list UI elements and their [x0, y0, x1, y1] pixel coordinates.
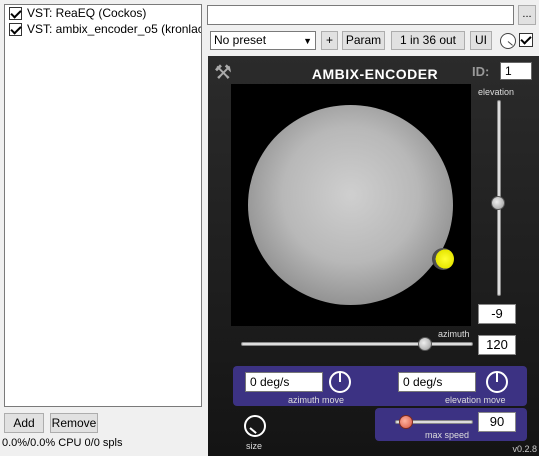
- add-fx-button[interactable]: Add: [4, 413, 44, 433]
- max-speed-label: max speed: [425, 430, 470, 440]
- sphere: [248, 105, 453, 305]
- param-button[interactable]: Param: [342, 31, 385, 50]
- id-field[interactable]: 1: [500, 62, 532, 80]
- elevation-value-field[interactable]: -9: [478, 304, 516, 324]
- fx-item-label: VST: ambix_encoder_o5 (kronlac...: [27, 22, 201, 36]
- sphere-view[interactable]: [231, 84, 471, 326]
- id-label: ID:: [472, 64, 490, 79]
- elevation-label: elevation: [478, 87, 515, 97]
- max-speed-panel: 90 max speed: [375, 408, 527, 441]
- elevation-slider-thumb[interactable]: [491, 196, 505, 210]
- preset-dropdown[interactable]: No preset ▼: [210, 31, 316, 50]
- plugin-title: AMBIX-ENCODER: [311, 66, 439, 82]
- preset-dropdown-value: No preset: [214, 33, 267, 47]
- move-panel: 0 deg/s azimuth move 0 deg/s elevation m…: [233, 366, 527, 406]
- max-speed-slider-track[interactable]: [395, 420, 473, 424]
- fx-chain-list[interactable]: VST: ReaEQ (Cockos) VST: ambix_encoder_o…: [4, 4, 202, 407]
- ui-button[interactable]: UI: [470, 31, 492, 50]
- azimuth-value-field[interactable]: 120: [478, 335, 516, 355]
- azimuth-move-knob[interactable]: [329, 371, 351, 393]
- azimuth-label: azimuth: [438, 329, 470, 339]
- plugin-window: ⚒ AMBIX-ENCODER ID: 1 elevation -9 azimu…: [208, 56, 539, 456]
- fx-item-reaeq[interactable]: VST: ReaEQ (Cockos): [5, 5, 201, 21]
- bypass-checkbox[interactable]: [519, 33, 533, 47]
- size-knob[interactable]: [244, 415, 266, 437]
- cpu-status: 0.0%/0.0% CPU 0/0 spls: [2, 437, 123, 449]
- max-speed-slider-thumb[interactable]: [399, 415, 413, 429]
- elevation-move-knob[interactable]: [486, 371, 508, 393]
- wet-knob[interactable]: [500, 33, 516, 49]
- azimuth-slider-thumb[interactable]: [418, 337, 432, 351]
- add-preset-button[interactable]: +: [321, 31, 338, 50]
- azimuth-move-field[interactable]: 0 deg/s: [245, 372, 323, 392]
- size-label: size: [246, 441, 263, 451]
- fx-enable-checkbox[interactable]: [9, 23, 22, 36]
- remove-fx-button[interactable]: Remove: [50, 413, 98, 433]
- elevation-move-field[interactable]: 0 deg/s: [398, 372, 476, 392]
- source-position-handle[interactable]: [432, 248, 454, 270]
- elevation-move-label: elevation move: [445, 395, 506, 405]
- fx-item-ambix-encoder[interactable]: VST: ambix_encoder_o5 (kronlac...: [5, 21, 201, 37]
- azimuth-move-label: azimuth move: [288, 395, 345, 405]
- version-label: v0.2.8: [512, 444, 537, 454]
- more-options-button[interactable]: ...: [518, 5, 536, 25]
- chevron-down-icon: ▼: [303, 36, 312, 46]
- max-speed-value-field[interactable]: 90: [478, 412, 516, 432]
- io-routing-button[interactable]: 1 in 36 out: [391, 31, 465, 50]
- azimuth-slider-track[interactable]: [241, 342, 473, 346]
- preset-name-field[interactable]: [207, 5, 514, 25]
- fx-enable-checkbox[interactable]: [9, 7, 22, 20]
- fx-item-label: VST: ReaEQ (Cockos): [27, 6, 147, 20]
- tools-icon[interactable]: ⚒: [214, 62, 232, 84]
